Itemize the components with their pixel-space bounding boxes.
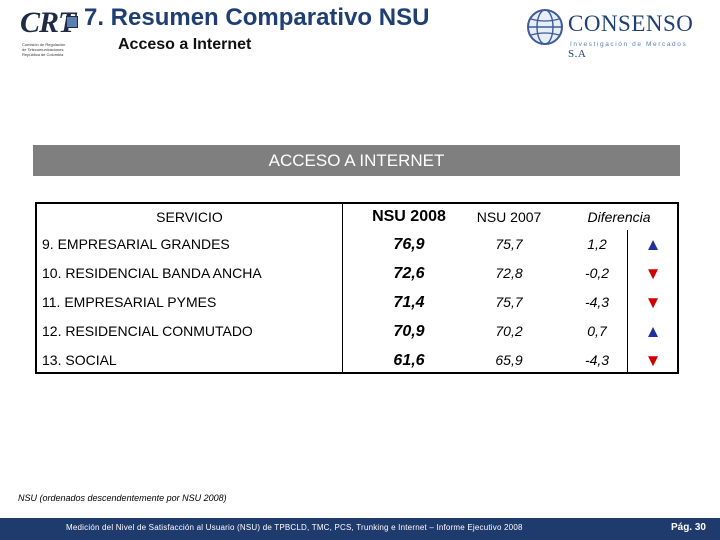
consenso-suffix: S.A xyxy=(568,48,587,60)
difference-value: -4,3 xyxy=(584,294,610,310)
nsu-2007-value: 70,2 xyxy=(495,323,523,339)
header-nsu-2008: NSU 2008 xyxy=(372,208,446,225)
service-name: 12. RESIDENCIAL CONMUTADO xyxy=(42,323,253,339)
table-row: 11. EMPRESARIAL PYMES 71,4 75,7 -4,3 ▼ xyxy=(37,288,677,317)
header-nsu-2007: NSU 2007 xyxy=(476,209,542,225)
section-title: ACCESO A INTERNET xyxy=(33,145,680,176)
nsu-2008-value: 76,9 xyxy=(393,236,425,253)
difference-value: 0,7 xyxy=(587,323,607,339)
difference-value: -4,3 xyxy=(584,352,610,368)
crt-logo: CRT Comisión de Regulación de Telecomuni… xyxy=(20,6,80,58)
consenso-name-text: CONSENSO xyxy=(568,11,694,36)
service-name: 9. EMPRESARIAL GRANDES xyxy=(42,236,230,252)
consenso-name: CONSENSO S.A xyxy=(568,11,712,63)
trend-up-icon: ▲ xyxy=(644,322,662,341)
crt-logo-box-icon xyxy=(66,16,78,28)
table-divider xyxy=(627,230,628,372)
trend-up-icon: ▲ xyxy=(644,235,662,254)
nsu-2007-value: 65,9 xyxy=(495,352,523,368)
consenso-logo: CONSENSO S.A Investigación de Mercados xyxy=(526,8,712,60)
table-row: 12. RESIDENCIAL CONMUTADO 70,9 70,2 0,7 … xyxy=(37,317,677,346)
table-header-row: SERVICIO NSU 2008 NSU 2007 Diferencia xyxy=(37,204,677,233)
service-name: 10. RESIDENCIAL BANDA ANCHA xyxy=(42,265,262,281)
trend-down-icon: ▼ xyxy=(644,264,662,283)
nsu-2007-value: 75,7 xyxy=(495,294,523,310)
service-name: 13. SOCIAL xyxy=(42,352,117,368)
table-row: 10. RESIDENCIAL BANDA ANCHA 72,6 72,8 -0… xyxy=(37,259,677,288)
trend-down-icon: ▼ xyxy=(644,351,662,370)
difference-value: 1,2 xyxy=(587,236,607,252)
nsu-2008-value: 61,6 xyxy=(393,352,425,369)
nsu-2008-value: 72,6 xyxy=(393,265,425,282)
nsu-2007-value: 72,8 xyxy=(495,265,523,281)
header-service: SERVICIO xyxy=(156,209,223,225)
nsu-2008-value: 71,4 xyxy=(393,294,425,311)
table-divider xyxy=(342,204,343,372)
globe-icon xyxy=(527,9,563,45)
nsu-2007-value: 75,7 xyxy=(495,236,523,252)
header-difference: Diferencia xyxy=(587,209,651,225)
trend-down-icon: ▼ xyxy=(644,293,662,312)
page-subtitle: Acceso a Internet xyxy=(118,36,252,53)
table-row: 9. EMPRESARIAL GRANDES 76,9 75,7 1,2 ▲ xyxy=(37,230,677,259)
page-number: Pág. 30 xyxy=(670,522,706,533)
footnote: NSU (ordenados descendentemente por NSU … xyxy=(18,493,227,503)
page-title: 7. Resumen Comparativo NSU xyxy=(84,4,430,31)
crt-logo-small-text: Comisión de Regulación de Telecomunicaci… xyxy=(22,42,66,57)
service-name: 11. EMPRESARIAL PYMES xyxy=(42,294,217,310)
difference-value: -0,2 xyxy=(584,265,610,281)
footer-bar: Medición del Nivel de Satisfacción al Us… xyxy=(0,518,720,540)
nsu-table: SERVICIO NSU 2008 NSU 2007 Diferencia 9.… xyxy=(35,202,679,374)
table-row: 13. SOCIAL 61,6 65,9 -4,3 ▼ xyxy=(37,346,677,375)
footer-text: Medición del Nivel de Satisfacción al Us… xyxy=(66,523,523,532)
nsu-2008-value: 70,9 xyxy=(393,323,425,340)
consenso-tagline: Investigación de Mercados xyxy=(570,41,688,48)
